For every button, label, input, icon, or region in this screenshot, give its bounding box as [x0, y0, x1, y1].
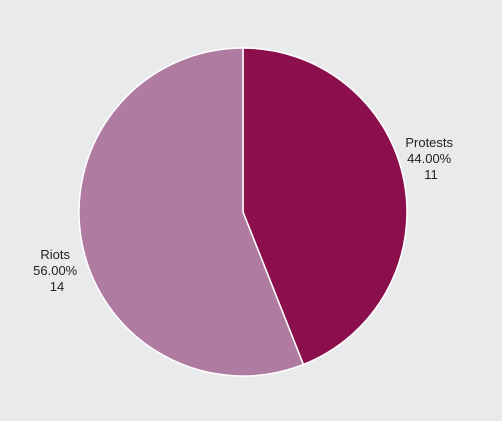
- slice-label-protests: Protests 44.00% 11: [405, 135, 456, 182]
- slice-label-value: 14: [50, 279, 64, 294]
- slice-label-name: Riots: [40, 247, 70, 262]
- slice-label-value: 11: [424, 167, 438, 182]
- pie-slices: [78, 47, 408, 377]
- slice-label-name: Protests: [405, 135, 453, 150]
- slice-label-riots: Riots 56.00% 14: [33, 247, 81, 294]
- pie-slice-protests: [242, 47, 408, 366]
- slice-label-percent: 56.00%: [33, 263, 78, 278]
- pie-slice-riots: [78, 47, 305, 377]
- svg-text:Riots 56.00% 1: Riots 56.00% 14: [33, 247, 81, 294]
- svg-text:Protests 44.00%: Protests 44.00% 11: [405, 135, 456, 182]
- slice-label-percent: 44.00%: [407, 151, 452, 166]
